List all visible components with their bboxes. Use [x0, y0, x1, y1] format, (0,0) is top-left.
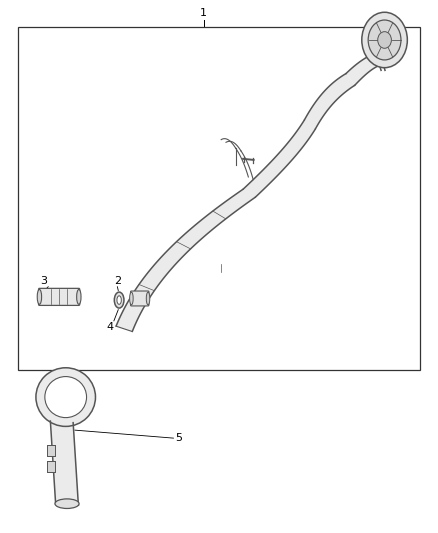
Polygon shape: [50, 421, 78, 505]
Ellipse shape: [55, 499, 79, 508]
Ellipse shape: [130, 292, 133, 305]
Ellipse shape: [36, 368, 95, 426]
Ellipse shape: [37, 289, 42, 304]
FancyBboxPatch shape: [39, 288, 80, 305]
Circle shape: [362, 12, 407, 68]
Ellipse shape: [117, 296, 121, 304]
Bar: [47, 461, 55, 472]
Ellipse shape: [45, 376, 87, 418]
Text: 2: 2: [114, 276, 121, 286]
Text: 5: 5: [175, 433, 182, 443]
Text: 1: 1: [200, 7, 207, 18]
Text: 4: 4: [107, 322, 114, 332]
Text: 3: 3: [40, 276, 47, 286]
Bar: [47, 445, 55, 456]
Ellipse shape: [77, 289, 81, 304]
Bar: [18, 27, 420, 370]
FancyBboxPatch shape: [131, 291, 149, 306]
Circle shape: [368, 20, 401, 60]
Circle shape: [378, 31, 392, 49]
Polygon shape: [346, 53, 380, 85]
Ellipse shape: [146, 292, 150, 305]
Ellipse shape: [114, 292, 124, 308]
Polygon shape: [116, 74, 355, 332]
